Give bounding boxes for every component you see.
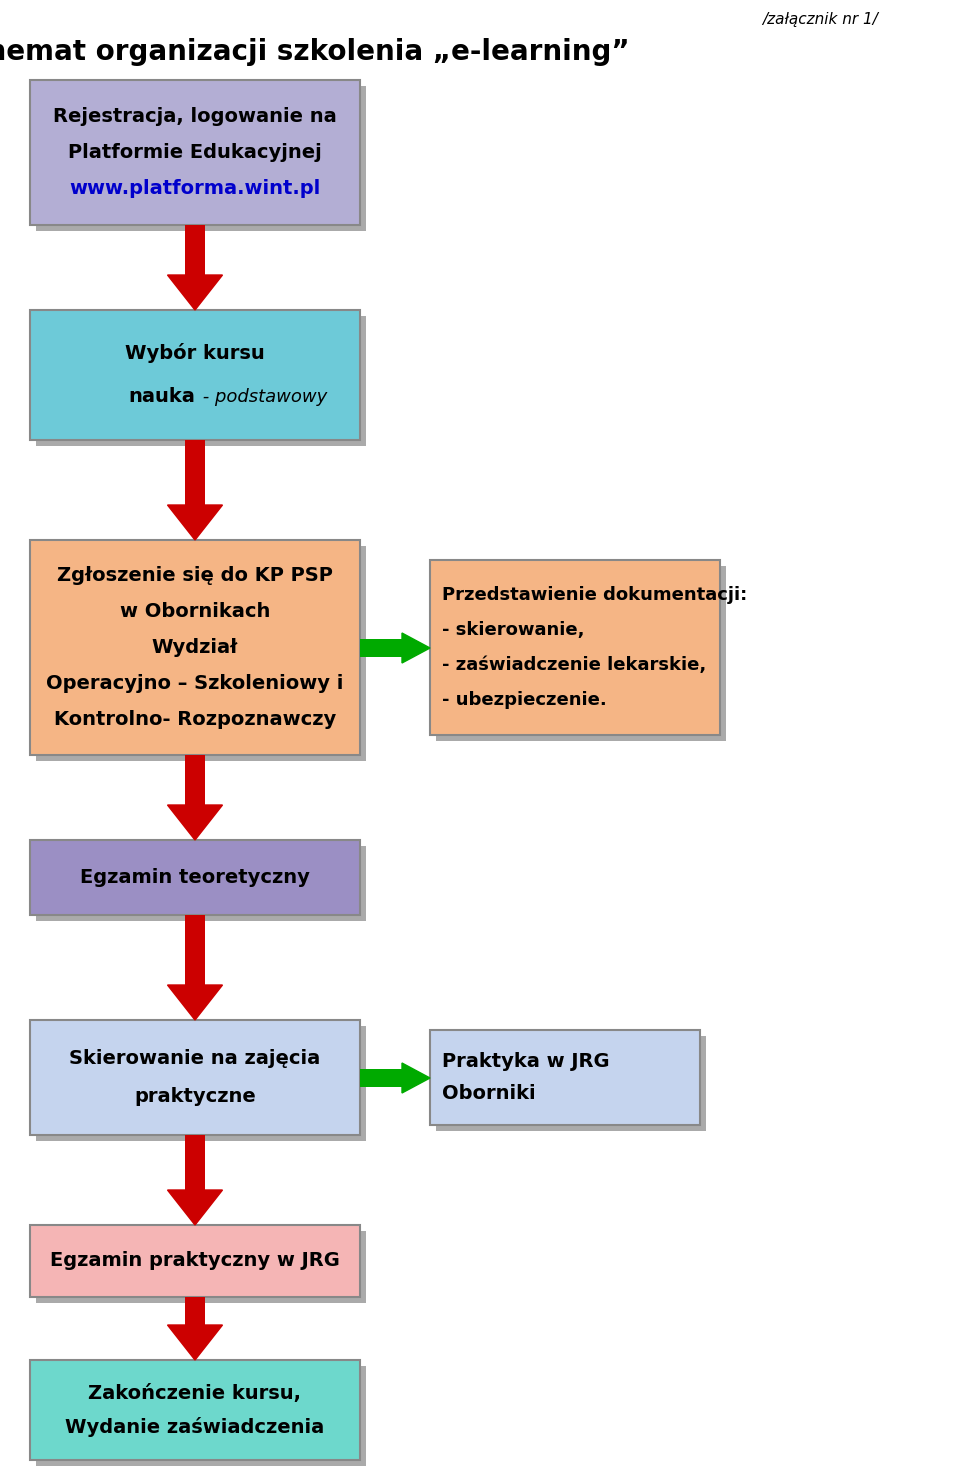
Text: Kontrolno- Rozpoznawczy: Kontrolno- Rozpoznawczy [54,709,336,729]
FancyBboxPatch shape [30,1225,360,1298]
Text: Przedstawienie dokumentacji:: Przedstawienie dokumentacji: [442,585,747,605]
Text: Platformie Edukacyjnej: Platformie Edukacyjnej [68,143,322,163]
Polygon shape [167,1190,223,1225]
FancyBboxPatch shape [36,316,366,446]
Polygon shape [402,633,430,664]
FancyBboxPatch shape [430,560,720,735]
Text: nauka: nauka [128,387,195,406]
Text: Egzamin teoretyczny: Egzamin teoretyczny [80,868,310,887]
FancyBboxPatch shape [185,1135,205,1190]
FancyBboxPatch shape [436,566,726,740]
FancyBboxPatch shape [36,545,366,761]
Polygon shape [167,505,223,539]
Text: - podstawowy: - podstawowy [197,387,327,405]
FancyBboxPatch shape [185,440,205,505]
Polygon shape [167,984,223,1020]
Text: Zgłoszenie się do KP PSP: Zgłoszenie się do KP PSP [57,566,333,585]
FancyBboxPatch shape [360,638,402,658]
FancyBboxPatch shape [360,1069,402,1086]
Text: Oborniki: Oborniki [442,1083,536,1103]
FancyBboxPatch shape [30,310,360,440]
Text: www.platforma.wint.pl: www.platforma.wint.pl [69,179,321,198]
FancyBboxPatch shape [36,1026,366,1141]
Text: Wydanie zaświadczenia: Wydanie zaświadczenia [65,1417,324,1437]
Text: Egzamin praktyczny w JRG: Egzamin praktyczny w JRG [50,1252,340,1271]
Polygon shape [167,1324,223,1360]
Text: - skierowanie,: - skierowanie, [442,621,585,638]
Text: Rejestracja, logowanie na: Rejestracja, logowanie na [53,106,337,126]
FancyBboxPatch shape [30,840,360,915]
FancyBboxPatch shape [36,86,366,231]
Text: Praktyka w JRG: Praktyka w JRG [442,1052,610,1072]
Text: w Obornikach: w Obornikach [120,602,270,621]
FancyBboxPatch shape [36,1231,366,1304]
Polygon shape [167,806,223,840]
Text: Schemat organizacji szkolenia „e-learning”: Schemat organizacji szkolenia „e-learnin… [0,38,630,67]
Text: Skierowanie na zajęcia: Skierowanie na zajęcia [69,1049,321,1067]
Text: Wydział: Wydział [152,638,238,658]
Polygon shape [402,1063,430,1094]
FancyBboxPatch shape [185,755,205,806]
FancyBboxPatch shape [430,1030,700,1125]
FancyBboxPatch shape [30,539,360,755]
Text: Zakończenie kursu,: Zakończenie kursu, [88,1383,301,1403]
FancyBboxPatch shape [30,1020,360,1135]
FancyBboxPatch shape [185,915,205,984]
FancyBboxPatch shape [185,225,205,275]
Text: - zaświadczenie lekarskie,: - zaświadczenie lekarskie, [442,656,707,674]
Text: - ubezpieczenie.: - ubezpieczenie. [442,692,607,709]
FancyBboxPatch shape [30,80,360,225]
FancyBboxPatch shape [36,1366,366,1466]
FancyBboxPatch shape [36,845,366,921]
Polygon shape [167,275,223,310]
Text: Operacyjno – Szkoleniowy i: Operacyjno – Szkoleniowy i [46,674,344,693]
FancyBboxPatch shape [185,1298,205,1324]
FancyBboxPatch shape [30,1360,360,1460]
FancyBboxPatch shape [436,1036,706,1131]
Text: praktyczne: praktyczne [134,1088,256,1106]
Text: /załącznik nr 1/: /załącznik nr 1/ [762,12,878,27]
Text: Wybór kursu: Wybór kursu [125,343,265,364]
